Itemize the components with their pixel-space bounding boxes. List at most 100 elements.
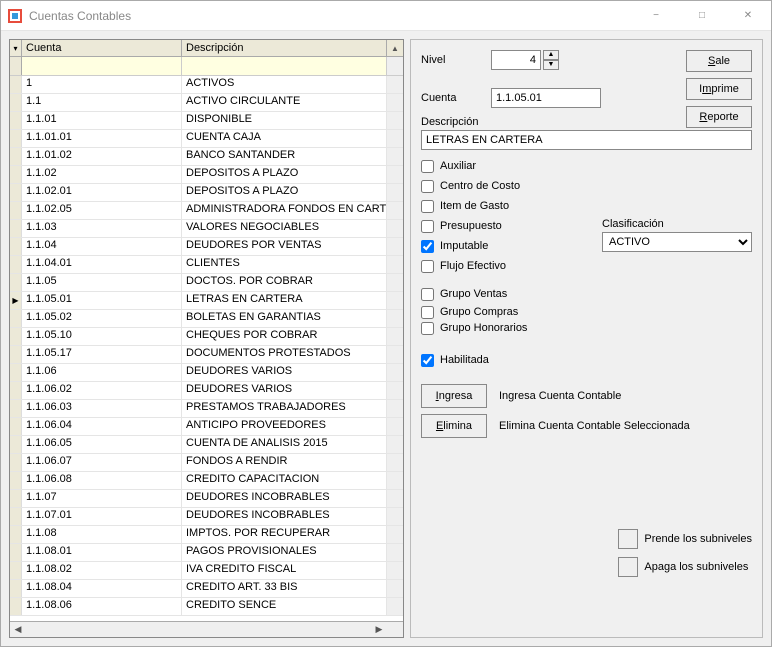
maximize-button[interactable]: □ bbox=[679, 1, 725, 31]
prende-subniveles-label: Prende los subniveles bbox=[644, 533, 752, 545]
cell-cuenta: 1.1.08.02 bbox=[22, 562, 182, 579]
cell-cuenta: 1.1.02.05 bbox=[22, 202, 182, 219]
cell-cuenta: 1.1.06.07 bbox=[22, 454, 182, 471]
cell-cuenta: 1.1.03 bbox=[22, 220, 182, 237]
cell-cuenta: 1.1.06.03 bbox=[22, 400, 182, 417]
cell-descripcion: DEPOSITOS A PLAZO bbox=[182, 184, 387, 201]
accounts-grid: ▾ Cuenta Descripción ▲ 1ACTIVOS1.1ACTIVO… bbox=[9, 39, 404, 638]
table-row[interactable]: 1.1.06.04ANTICIPO PROVEEDORES bbox=[10, 418, 403, 436]
cell-descripcion: DEUDORES POR VENTAS bbox=[182, 238, 387, 255]
cuenta-label: Cuenta bbox=[421, 92, 491, 104]
row-marker bbox=[10, 418, 22, 435]
table-row[interactable]: 1.1.01DISPONIBLE bbox=[10, 112, 403, 130]
ingresa-button[interactable]: Ingresa bbox=[421, 384, 487, 408]
row-marker bbox=[10, 148, 22, 165]
table-row[interactable]: 1.1.06.03PRESTAMOS TRABAJADORES bbox=[10, 400, 403, 418]
cell-cuenta: 1.1.06.08 bbox=[22, 472, 182, 489]
cell-cuenta: 1.1.05 bbox=[22, 274, 182, 291]
table-row[interactable]: 1.1.08.02IVA CREDITO FISCAL bbox=[10, 562, 403, 580]
close-button[interactable]: ✕ bbox=[725, 1, 771, 31]
table-row[interactable]: 1.1.06.08CREDITO CAPACITACION bbox=[10, 472, 403, 490]
column-header-descripcion[interactable]: Descripción bbox=[182, 40, 387, 56]
table-row[interactable]: 1.1.05DOCTOS. POR COBRAR bbox=[10, 274, 403, 292]
cell-cuenta: 1.1.05.10 bbox=[22, 328, 182, 345]
table-row[interactable]: 1.1.07.01DEUDORES INCOBRABLES bbox=[10, 508, 403, 526]
grupo-compras-checkbox[interactable]: Grupo Compras bbox=[421, 304, 752, 320]
grupo-ventas-checkbox[interactable]: Grupo Ventas bbox=[421, 284, 752, 304]
table-row[interactable]: 1.1.06.07FONDOS A RENDIR bbox=[10, 454, 403, 472]
table-row[interactable]: 1.1.06DEUDORES VARIOS bbox=[10, 364, 403, 382]
table-row[interactable]: 1.1.08.04CREDITO ART. 33 BIS bbox=[10, 580, 403, 598]
apaga-subniveles-button[interactable] bbox=[618, 557, 638, 577]
nivel-spin-down[interactable]: ▼ bbox=[543, 60, 559, 70]
horizontal-scrollbar[interactable]: ◀ ▶ bbox=[10, 621, 403, 637]
row-marker: ▶ bbox=[10, 292, 22, 309]
table-row[interactable]: 1.1.06.02DEUDORES VARIOS bbox=[10, 382, 403, 400]
titlebar: Cuentas Contables − □ ✕ bbox=[1, 1, 771, 31]
elimina-description: Elimina Cuenta Contable Seleccionada bbox=[499, 420, 690, 432]
cell-descripcion: ACTIVO CIRCULANTE bbox=[182, 94, 387, 111]
cell-cuenta: 1.1.08 bbox=[22, 526, 182, 543]
nivel-spin-up[interactable]: ▲ bbox=[543, 50, 559, 60]
cell-cuenta: 1.1.04 bbox=[22, 238, 182, 255]
table-row[interactable]: 1.1.05.02BOLETAS EN GARANTIAS bbox=[10, 310, 403, 328]
table-row[interactable]: 1.1.02.05ADMINISTRADORA FONDOS EN CARTER bbox=[10, 202, 403, 220]
cell-descripcion: DEUDORES INCOBRABLES bbox=[182, 490, 387, 507]
scroll-up-button[interactable]: ▲ bbox=[387, 40, 403, 56]
cell-descripcion: DOCTOS. POR COBRAR bbox=[182, 274, 387, 291]
cell-descripcion: DEUDORES VARIOS bbox=[182, 364, 387, 381]
table-row[interactable]: 1.1.02DEPOSITOS A PLAZO bbox=[10, 166, 403, 184]
nivel-input[interactable] bbox=[491, 50, 541, 70]
minimize-button[interactable]: − bbox=[633, 1, 679, 31]
table-row[interactable]: 1.1.04.01CLIENTES bbox=[10, 256, 403, 274]
grupo-honorarios-checkbox[interactable]: Grupo Honorarios bbox=[421, 320, 752, 336]
auxiliar-checkbox[interactable]: Auxiliar bbox=[421, 156, 752, 176]
imprime-button[interactable]: Imprime bbox=[686, 78, 752, 100]
table-row[interactable]: 1.1.01.01CUENTA CAJA bbox=[10, 130, 403, 148]
table-row[interactable]: 1.1.07DEUDORES INCOBRABLES bbox=[10, 490, 403, 508]
cell-descripcion: DEUDORES VARIOS bbox=[182, 382, 387, 399]
table-row[interactable]: ▶1.1.05.01LETRAS EN CARTERA bbox=[10, 292, 403, 310]
clasificacion-label: Clasificación bbox=[602, 218, 752, 230]
row-marker bbox=[10, 166, 22, 183]
habilitada-checkbox[interactable]: Habilitada bbox=[421, 350, 752, 370]
flujo-efectivo-checkbox[interactable]: Flujo Efectivo bbox=[421, 256, 752, 276]
reporte-button[interactable]: Reporte bbox=[686, 106, 752, 128]
cell-descripcion: CUENTA DE ANALISIS 2015 bbox=[182, 436, 387, 453]
table-row[interactable]: 1.1ACTIVO CIRCULANTE bbox=[10, 94, 403, 112]
cell-cuenta: 1.1.06.02 bbox=[22, 382, 182, 399]
elimina-button[interactable]: Elimina bbox=[421, 414, 487, 438]
filter-cuenta-input[interactable] bbox=[22, 57, 182, 75]
row-marker bbox=[10, 220, 22, 237]
cuenta-input[interactable] bbox=[491, 88, 601, 108]
clasificacion-select[interactable]: ACTIVO bbox=[602, 232, 752, 252]
prende-subniveles-button[interactable] bbox=[618, 529, 638, 549]
row-marker bbox=[10, 436, 22, 453]
column-header-cuenta[interactable]: Cuenta bbox=[22, 40, 182, 56]
table-row[interactable]: 1.1.05.10CHEQUES POR COBRAR bbox=[10, 328, 403, 346]
cell-cuenta: 1.1 bbox=[22, 94, 182, 111]
table-row[interactable]: 1.1.08.01PAGOS PROVISIONALES bbox=[10, 544, 403, 562]
cell-descripcion: LETRAS EN CARTERA bbox=[182, 292, 387, 309]
table-row[interactable]: 1.1.03VALORES NEGOCIABLES bbox=[10, 220, 403, 238]
row-marker bbox=[10, 328, 22, 345]
table-row[interactable]: 1.1.08.06CREDITO SENCE bbox=[10, 598, 403, 616]
descripcion-input[interactable] bbox=[421, 130, 752, 150]
centro-costo-checkbox[interactable]: Centro de Costo bbox=[421, 176, 752, 196]
table-row[interactable]: 1.1.02.01DEPOSITOS A PLAZO bbox=[10, 184, 403, 202]
row-marker bbox=[10, 562, 22, 579]
cell-cuenta: 1.1.08.06 bbox=[22, 598, 182, 615]
nivel-label: Nivel bbox=[421, 54, 491, 66]
table-row[interactable]: 1.1.01.02BANCO SANTANDER bbox=[10, 148, 403, 166]
table-row[interactable]: 1.1.05.17DOCUMENTOS PROTESTADOS bbox=[10, 346, 403, 364]
table-row[interactable]: 1.1.04DEUDORES POR VENTAS bbox=[10, 238, 403, 256]
table-row[interactable]: 1.1.06.05CUENTA DE ANALISIS 2015 bbox=[10, 436, 403, 454]
row-marker bbox=[10, 508, 22, 525]
cell-descripcion: FONDOS A RENDIR bbox=[182, 454, 387, 471]
item-gasto-checkbox[interactable]: Item de Gasto bbox=[421, 196, 752, 216]
row-selector-header[interactable]: ▾ bbox=[10, 40, 22, 56]
filter-descripcion-input[interactable] bbox=[182, 57, 387, 75]
sale-button[interactable]: Sale bbox=[686, 50, 752, 72]
table-row[interactable]: 1.1.08IMPTOS. POR RECUPERAR bbox=[10, 526, 403, 544]
table-row[interactable]: 1ACTIVOS bbox=[10, 76, 403, 94]
